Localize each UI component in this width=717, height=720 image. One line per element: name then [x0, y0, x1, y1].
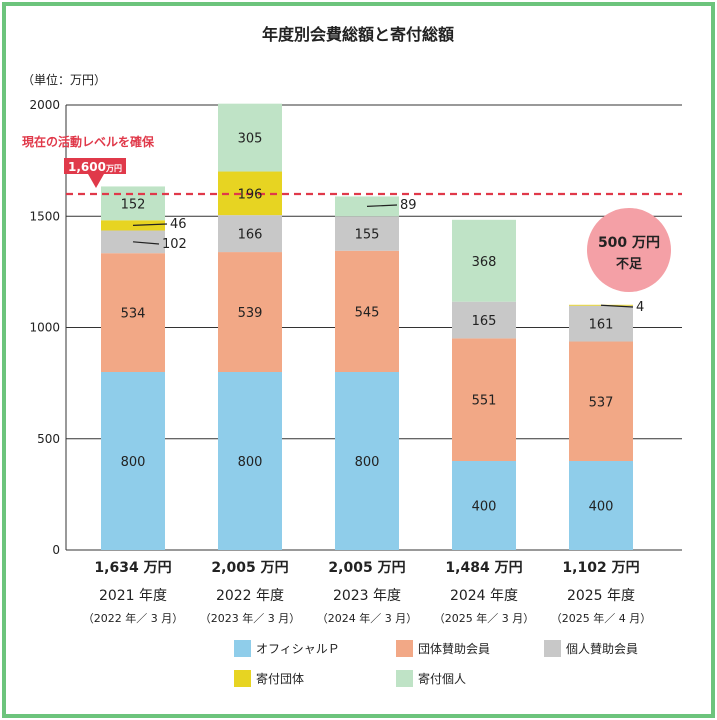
data-label: 534	[121, 307, 146, 322]
legend-item: 寄付個人	[396, 670, 466, 687]
category-total-label: 2,005 万円	[211, 560, 288, 576]
legend-swatch	[396, 670, 413, 687]
legend-label: オフィシャルＰ	[256, 642, 340, 656]
legend-label: 団体賛助会員	[418, 642, 491, 656]
bar-segment	[335, 250, 399, 372]
bar-segment	[101, 253, 165, 372]
data-label: 545	[355, 305, 380, 320]
category-year-label: 2022 年度	[216, 588, 284, 604]
legend-item: 団体賛助会員	[396, 640, 490, 657]
data-label: 152	[121, 197, 146, 212]
data-label: 161	[589, 318, 614, 333]
callout-label: 102	[162, 237, 187, 252]
target-badge-unit: 万円	[105, 164, 122, 173]
bar-segment	[569, 461, 633, 550]
shortfall-label: 不足	[616, 257, 643, 272]
data-label: 800	[355, 455, 380, 470]
y-tick-label: 2000	[29, 98, 60, 112]
data-label: 368	[472, 255, 497, 270]
target-badge-label: 1,600万円	[68, 160, 122, 174]
legend-label: 寄付団体	[256, 672, 305, 686]
shortfall-amount: 500 万円	[598, 235, 660, 251]
category-total-label: 1,484 万円	[445, 560, 522, 576]
unit-label: （単位：万円）	[22, 72, 106, 87]
bar-segment	[218, 372, 282, 550]
legend-item: オフィシャルＰ	[234, 640, 340, 657]
category-total-label: 1,634 万円	[94, 560, 171, 576]
data-label: 551	[472, 394, 497, 409]
legend-swatch	[234, 640, 251, 657]
bar-segment	[218, 103, 282, 172]
target-line-label: 現在の活動レベルを確保	[22, 134, 155, 149]
category-year-label: 2025 年度	[567, 588, 635, 604]
callout-label: 46	[170, 217, 187, 232]
shortfall-circle	[587, 208, 671, 292]
data-label: 166	[238, 228, 263, 243]
category-total-label: 1,102 万円	[562, 560, 639, 576]
data-label: 155	[355, 227, 380, 242]
callout-line	[366, 204, 398, 207]
callout-label: 89	[400, 198, 417, 213]
bar-segment	[218, 215, 282, 253]
data-label: 400	[472, 500, 497, 515]
category-date-label: （2025 年／ 4 月）	[551, 611, 651, 625]
legend-label: 寄付個人	[418, 672, 467, 686]
category-date-label: （2023 年／ 3 月）	[200, 611, 300, 625]
category-total-label: 2,005 万円	[328, 560, 405, 576]
y-tick-label: 0	[52, 543, 60, 557]
bar-segment	[452, 301, 516, 339]
category-date-label: （2025 年／ 3 月）	[434, 611, 534, 625]
bar-segment	[569, 341, 633, 461]
bar-segment	[452, 461, 516, 550]
legend-swatch	[544, 640, 561, 657]
category-date-label: （2024 年／ 3 月）	[317, 611, 417, 625]
bar-segment	[101, 372, 165, 550]
chart-title: 年度別会費総額と寄付総額	[262, 25, 454, 44]
target-badge	[64, 158, 126, 188]
target-badge-value: 1,600	[68, 160, 106, 174]
data-label: 800	[121, 455, 146, 470]
bar-segment	[218, 252, 282, 372]
data-label: 165	[472, 314, 497, 329]
data-label: 400	[589, 500, 614, 515]
category-year-label: 2023 年度	[333, 588, 401, 604]
bar-segment	[335, 216, 399, 251]
legend-swatch	[396, 640, 413, 657]
bar-segment	[452, 338, 516, 461]
y-tick-label: 1000	[29, 321, 60, 335]
callout-label: 4	[636, 300, 644, 315]
category-year-label: 2024 年度	[450, 588, 518, 604]
bar-segment	[452, 219, 516, 302]
data-label: 196	[238, 187, 263, 202]
data-label: 537	[589, 395, 614, 410]
bar-segment	[335, 372, 399, 550]
data-label: 539	[238, 306, 263, 321]
callout-line	[132, 241, 160, 245]
y-tick-label: 500	[37, 432, 60, 446]
callout-line	[132, 223, 168, 226]
legend-item: 個人賛助会員	[544, 640, 638, 657]
category-date-label: （2022 年／ 3 月）	[83, 611, 183, 625]
legend-swatch	[234, 670, 251, 687]
bar-segment	[569, 305, 633, 342]
legend-label: 個人賛助会員	[566, 642, 639, 656]
data-label: 305	[238, 132, 263, 147]
legend-item: 寄付団体	[234, 670, 304, 687]
y-tick-label: 1500	[29, 209, 60, 223]
data-label: 800	[238, 455, 263, 470]
bar-segment	[101, 186, 165, 221]
category-year-label: 2021 年度	[99, 588, 167, 604]
callout-line	[600, 304, 634, 308]
